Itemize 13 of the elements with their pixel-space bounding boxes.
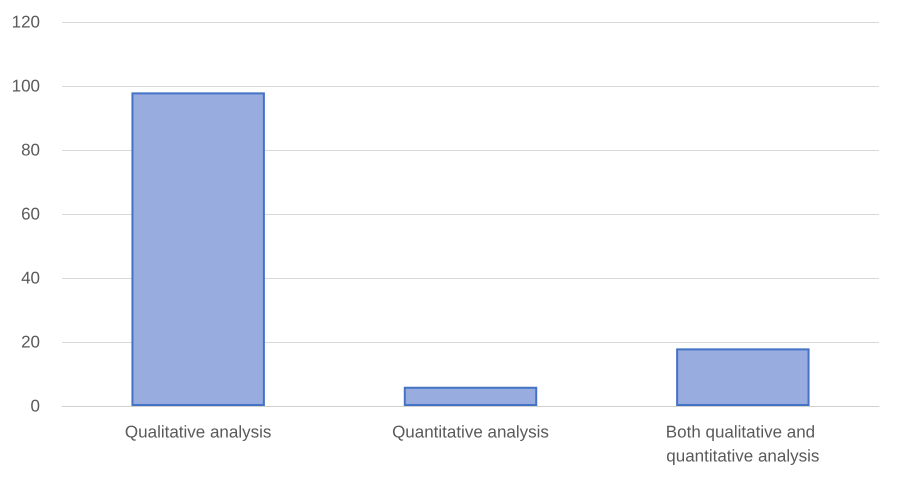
y-tick-label: 40 [21,268,40,288]
x-tick-label: Both qualitative and quantitative analysis [666,422,820,466]
y-tick-label: 120 [12,12,40,32]
bar [676,348,810,406]
y-tick-label: 0 [30,396,40,416]
bar [131,92,265,406]
y-tick-label: 60 [21,204,40,224]
bar [404,386,538,406]
y-tick-label: 80 [21,140,40,160]
y-tick-label: 20 [21,332,40,352]
x-tick-label: Qualitative analysis [124,422,272,442]
x-tick-label: Quantitative analysis [392,422,549,442]
y-tick-label: 100 [12,76,40,96]
